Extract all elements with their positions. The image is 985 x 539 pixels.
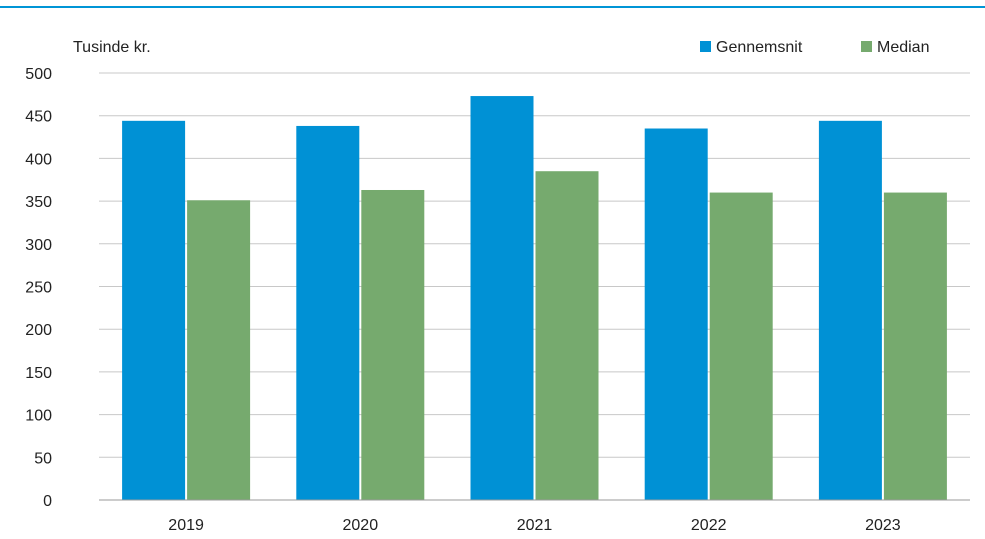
y-tick-label: 450 [25, 109, 52, 126]
y-tick-label: 400 [25, 151, 52, 168]
x-tick-label: 2023 [865, 517, 901, 534]
top-accent-rule [0, 6, 985, 8]
x-tick-label: 2021 [517, 517, 553, 534]
y-tick-label: 50 [34, 450, 52, 467]
bar-gennemsnit-2019 [122, 120, 186, 500]
y-tick-label: 500 [25, 66, 52, 83]
bar-median-2020 [361, 189, 425, 501]
bar-gennemsnit-2022 [644, 128, 708, 500]
y-tick-label: 250 [25, 280, 52, 297]
y-unit-label: Tusinde kr. [73, 39, 151, 56]
legend-item-median: Median [861, 39, 929, 56]
bar-median-2019 [187, 200, 251, 500]
y-tick-label: 300 [25, 237, 52, 254]
y-axis: 0 50 100 150 200 250 300 350 400 450 500 [25, 66, 52, 510]
y-tick-label: 200 [25, 322, 52, 339]
bar-median-2023 [883, 192, 947, 500]
x-tick-label: 2022 [691, 517, 727, 534]
y-tick-label: 100 [25, 408, 52, 425]
bar-median-2022 [709, 192, 773, 500]
legend-swatch-gennemsnit [700, 41, 711, 52]
bar-gennemsnit-2021 [470, 96, 534, 501]
x-axis: 2019 2020 2021 2022 2023 [99, 499, 970, 534]
legend-swatch-median [861, 41, 872, 52]
bar-gennemsnit-2023 [818, 120, 882, 500]
legend-label-median: Median [877, 39, 929, 56]
x-tick-label: 2020 [343, 517, 379, 534]
y-tick-label: 150 [25, 365, 52, 382]
y-tick-label: 0 [43, 493, 52, 510]
y-tick-label: 350 [25, 194, 52, 211]
legend-item-gennemsnit: Gennemsnit [700, 39, 803, 56]
x-tick-label: 2019 [168, 517, 204, 534]
legend: Gennemsnit Median [700, 39, 929, 56]
legend-label-gennemsnit: Gennemsnit [716, 39, 803, 56]
bars [122, 96, 947, 501]
bar-median-2021 [535, 171, 599, 500]
bar-gennemsnit-2020 [296, 125, 360, 500]
